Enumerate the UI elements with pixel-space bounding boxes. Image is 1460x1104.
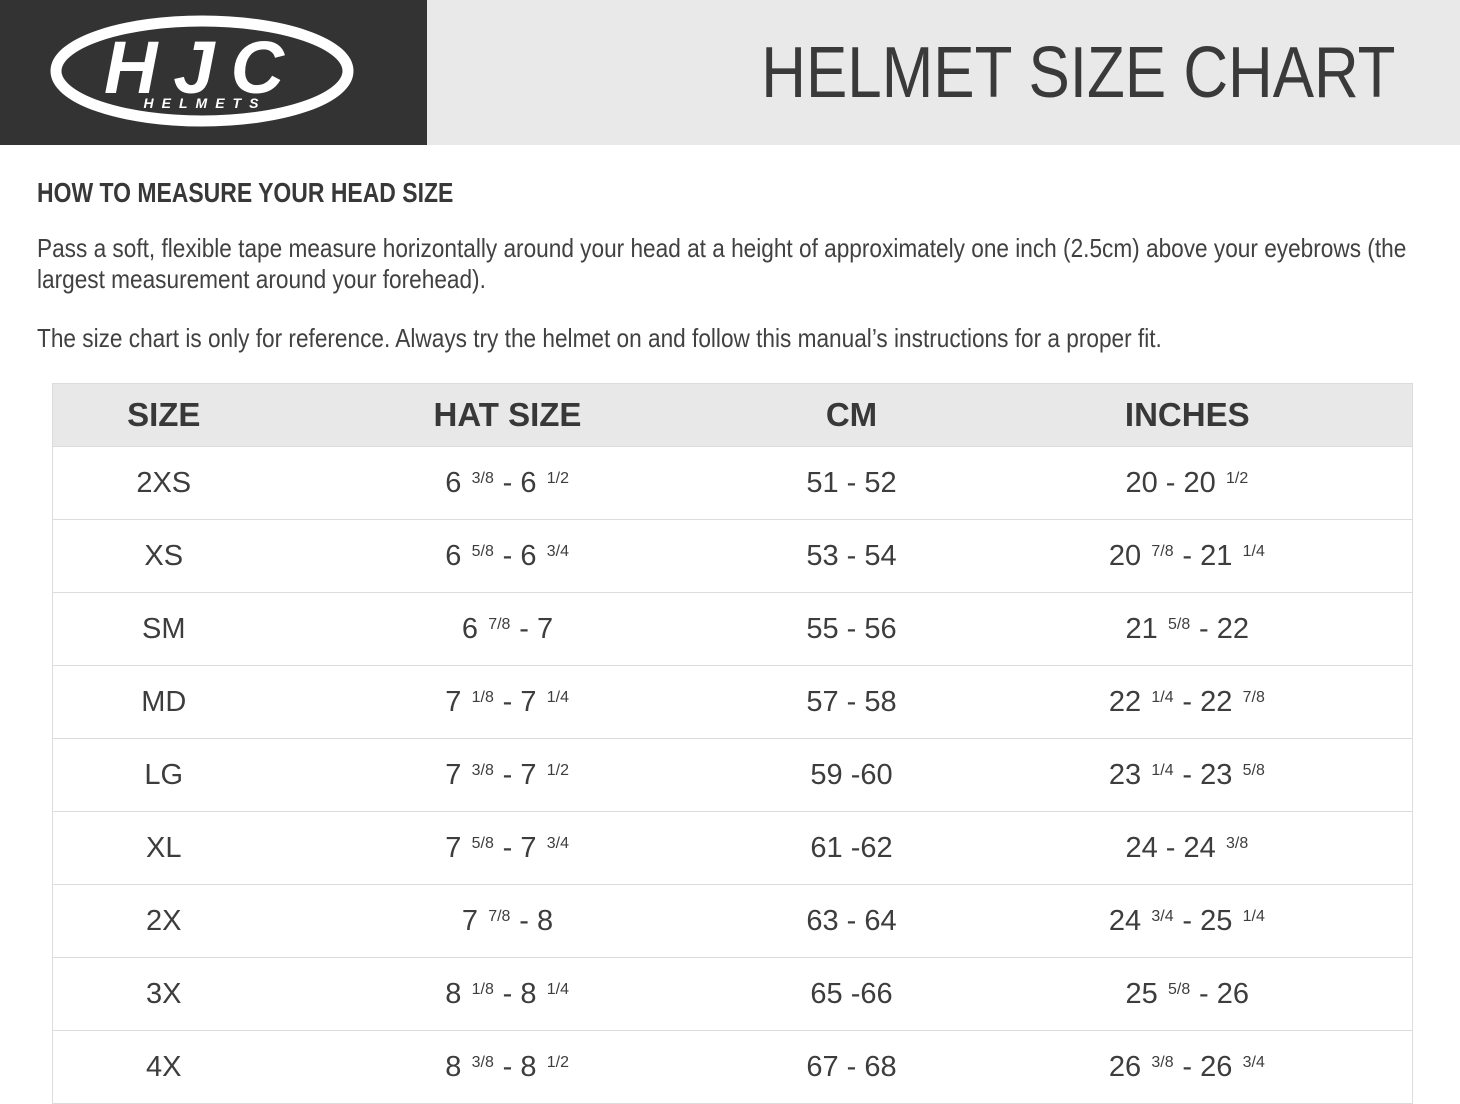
size-cell: 2XS	[52, 446, 275, 520]
logo-subtext: HELMETS	[144, 95, 267, 111]
hat-size-cell: 6 5/8 - 6 3/4	[274, 519, 741, 593]
hat-size-cell: 7 5/8 - 7 3/4	[274, 811, 741, 885]
size-cell: 4X	[52, 1030, 275, 1104]
cm-cell: 65 -66	[740, 957, 963, 1031]
fraction: 1/8	[471, 689, 494, 707]
fraction: 7/8	[1242, 689, 1265, 707]
fraction: 1/2	[546, 1054, 569, 1072]
hjc-logo-block: HJC HELMETS	[0, 0, 427, 145]
size-cell: 2X	[52, 884, 275, 958]
fraction: 5/8	[1168, 981, 1191, 999]
fraction: 1/4	[1151, 762, 1174, 780]
table-row: XS 6 5/8 - 6 3/4 53 - 54 20 7/8 - 21 1/4	[52, 519, 1413, 593]
hat-size-cell: 8 1/8 - 8 1/4	[274, 957, 741, 1031]
cm-cell: 63 - 64	[740, 884, 963, 958]
reference-note: The size chart is only for reference. Al…	[37, 323, 1162, 353]
size-cell: XS	[52, 519, 275, 593]
fraction: 7/8	[488, 616, 511, 634]
fraction: 3/8	[1226, 835, 1249, 853]
fraction: 1/2	[1226, 470, 1249, 488]
size-cell: LG	[52, 738, 275, 812]
table-row: 3X 8 1/8 - 8 1/4 65 -66 25 5/8 - 26	[52, 957, 1413, 1031]
inches-cell: 23 1/4 - 23 5/8	[962, 738, 1413, 812]
hat-size-cell: 6 7/8 - 7	[274, 592, 741, 666]
fraction: 3/4	[546, 543, 569, 561]
hat-size-cell: 7 1/8 - 7 1/4	[274, 665, 741, 739]
fraction: 1/4	[1242, 908, 1265, 926]
hat-size-cell: 8 3/8 - 8 1/2	[274, 1030, 741, 1104]
inches-cell: 20 - 20 1/2	[962, 446, 1413, 520]
content: HOW TO MEASURE YOUR HEAD SIZE Pass a sof…	[0, 177, 1460, 1104]
size-cell: SM	[52, 592, 275, 666]
size-cell: MD	[52, 665, 275, 739]
table-header: SIZE HAT SIZE CM INCHES	[52, 383, 1413, 447]
inches-cell: 24 - 24 3/8	[962, 811, 1413, 885]
size-cell: 3X	[52, 957, 275, 1031]
fraction: 3/8	[471, 470, 494, 488]
size-cell: XL	[52, 811, 275, 885]
fraction: 3/4	[1151, 908, 1174, 926]
fraction: 1/4	[1151, 689, 1174, 707]
logo-oval	[50, 15, 354, 127]
cm-cell: 53 - 54	[740, 519, 963, 593]
top-banner: HJC HELMETS HELMET SIZE CHART	[0, 0, 1460, 145]
title-block: HELMET SIZE CHART	[427, 0, 1460, 145]
table-row: 2XS 6 3/8 - 6 1/2 51 - 52 20 - 20 1/2	[52, 446, 1413, 520]
cm-cell: 67 - 68	[740, 1030, 963, 1104]
table-row: MD 7 1/8 - 7 1/4 57 - 58 22 1/4 - 22 7/8	[52, 665, 1413, 739]
fraction: 7/8	[488, 908, 511, 926]
hat-size-cell: 6 3/8 - 6 1/2	[274, 446, 741, 520]
fraction: 1/4	[1242, 543, 1265, 561]
column-header-cm: CM	[740, 383, 963, 447]
measure-instructions: Pass a soft, flexible tape measure horiz…	[37, 233, 1407, 294]
hat-size-cell: 7 7/8 - 8	[274, 884, 741, 958]
fraction: 5/8	[471, 835, 494, 853]
logo-text: HJC	[104, 26, 300, 109]
fraction: 5/8	[1168, 616, 1191, 634]
inches-cell: 20 7/8 - 21 1/4	[962, 519, 1413, 593]
fraction: 3/8	[1151, 1054, 1174, 1072]
page-title: HELMET SIZE CHART	[760, 32, 1395, 113]
cm-cell: 61 -62	[740, 811, 963, 885]
fraction: 3/4	[546, 835, 569, 853]
fraction: 7/8	[1151, 543, 1174, 561]
cm-cell: 51 - 52	[740, 446, 963, 520]
table-row: SM 6 7/8 - 7 55 - 56 21 5/8 - 22	[52, 592, 1413, 666]
cm-cell: 57 - 58	[740, 665, 963, 739]
table-row: XL 7 5/8 - 7 3/4 61 -62 24 - 24 3/8	[52, 811, 1413, 885]
column-header-inches: INCHES	[962, 383, 1413, 447]
helmet-size-table: SIZE HAT SIZE CM INCHES 2XS 6 3/8 - 6 1/2…	[52, 383, 1413, 1104]
fraction: 5/8	[471, 543, 494, 561]
hat-size-cell: 7 3/8 - 7 1/2	[274, 738, 741, 812]
table-row: 4X 8 3/8 - 8 1/2 67 - 68 26 3/8 - 26 3/4	[52, 1030, 1413, 1104]
inches-cell: 22 1/4 - 22 7/8	[962, 665, 1413, 739]
inches-cell: 21 5/8 - 22	[962, 592, 1413, 666]
cm-cell: 59 -60	[740, 738, 963, 812]
fraction: 3/8	[471, 762, 494, 780]
fraction: 3/8	[471, 1054, 494, 1072]
fraction: 1/2	[546, 762, 569, 780]
fraction: 1/4	[546, 981, 569, 999]
hjc-logo: HJC HELMETS	[50, 15, 354, 127]
inches-cell: 25 5/8 - 26	[962, 957, 1413, 1031]
fraction: 5/8	[1242, 762, 1265, 780]
header-row: SIZE HAT SIZE CM INCHES	[52, 383, 1413, 447]
column-header-hat: HAT SIZE	[274, 383, 741, 447]
fraction: 1/2	[546, 470, 569, 488]
fraction: 1/4	[546, 689, 569, 707]
table-row: LG 7 3/8 - 7 1/2 59 -60 23 1/4 - 23 5/8	[52, 738, 1413, 812]
table-row: 2X 7 7/8 - 8 63 - 64 24 3/4 - 25 1/4	[52, 884, 1413, 958]
fraction: 3/4	[1242, 1054, 1265, 1072]
table-body: 2XS 6 3/8 - 6 1/2 51 - 52 20 - 20 1/2 XS 6 5/…	[52, 446, 1413, 1104]
column-header-size: SIZE	[52, 383, 275, 447]
inches-cell: 26 3/8 - 26 3/4	[962, 1030, 1413, 1104]
howto-heading: HOW TO MEASURE YOUR HEAD SIZE	[37, 177, 454, 208]
fraction: 1/8	[471, 981, 494, 999]
cm-cell: 55 - 56	[740, 592, 963, 666]
inches-cell: 24 3/4 - 25 1/4	[962, 884, 1413, 958]
